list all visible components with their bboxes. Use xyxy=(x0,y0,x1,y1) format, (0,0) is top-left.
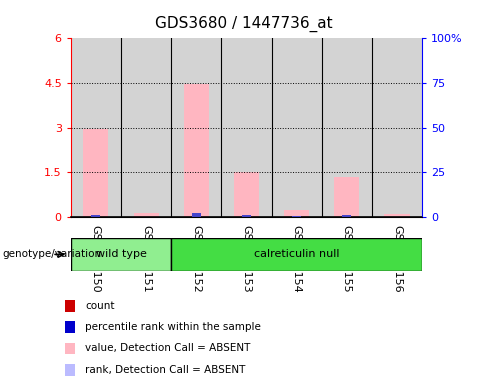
Text: percentile rank within the sample: percentile rank within the sample xyxy=(85,322,262,333)
Bar xyxy=(65,300,75,312)
Bar xyxy=(234,172,259,217)
Bar xyxy=(83,129,108,217)
Bar xyxy=(65,364,75,376)
Bar xyxy=(342,215,351,217)
Bar xyxy=(65,321,75,333)
Text: calreticulin null: calreticulin null xyxy=(254,249,339,260)
Text: value, Detection Call = ABSENT: value, Detection Call = ABSENT xyxy=(85,343,251,354)
Bar xyxy=(334,177,359,217)
Bar xyxy=(385,214,409,217)
Text: wild type: wild type xyxy=(96,249,146,260)
Bar xyxy=(91,215,101,217)
Bar xyxy=(183,84,209,217)
Bar xyxy=(65,343,75,354)
Bar xyxy=(192,214,201,217)
Bar xyxy=(222,38,271,217)
Bar xyxy=(71,38,121,217)
Bar xyxy=(242,215,251,217)
Text: count: count xyxy=(85,301,115,311)
Bar xyxy=(292,216,301,217)
Bar xyxy=(322,38,372,217)
Bar xyxy=(171,238,422,271)
Bar xyxy=(284,210,309,217)
Text: GDS3680 / 1447736_at: GDS3680 / 1447736_at xyxy=(155,15,333,31)
Bar xyxy=(134,214,159,217)
Bar xyxy=(171,38,222,217)
Text: rank, Detection Call = ABSENT: rank, Detection Call = ABSENT xyxy=(85,364,246,375)
Bar xyxy=(372,38,422,217)
Bar xyxy=(71,238,171,271)
Bar xyxy=(121,38,171,217)
Bar xyxy=(271,38,322,217)
Text: genotype/variation: genotype/variation xyxy=(2,249,102,260)
